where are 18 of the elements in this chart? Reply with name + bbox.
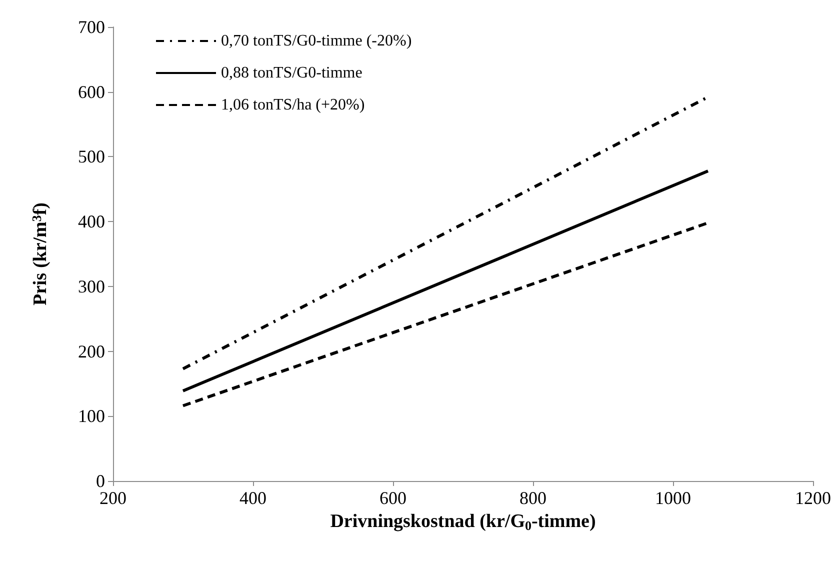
x-tick-label: 200 [100, 488, 126, 508]
y-tick-label: 200 [78, 341, 105, 362]
y-axis-title: Pris (kr/m3f) [29, 202, 51, 306]
legend-label: 0,88 tonTS/G0-timme [221, 64, 362, 82]
x-tick-label: 800 [520, 488, 546, 508]
y-tick-label: 100 [78, 406, 105, 426]
legend-label: 0,70 tonTS/G0-timme (-20%) [221, 32, 412, 50]
x-tick-label: 600 [380, 488, 406, 508]
y-tick-label: 700 [78, 17, 105, 37]
y-tick-label: 400 [78, 212, 105, 232]
x-tick-label: 1000 [655, 488, 691, 508]
x-tick-label: 1200 [795, 488, 831, 508]
y-tick-label: 300 [78, 276, 105, 296]
y-tick-label: 0 [96, 471, 105, 491]
legend-label: 1,06 tonTS/ha (+20%) [221, 96, 365, 114]
y-tick-label: 600 [78, 82, 105, 102]
y-tick-label: 500 [78, 146, 105, 167]
x-tick-label: 400 [240, 488, 266, 508]
